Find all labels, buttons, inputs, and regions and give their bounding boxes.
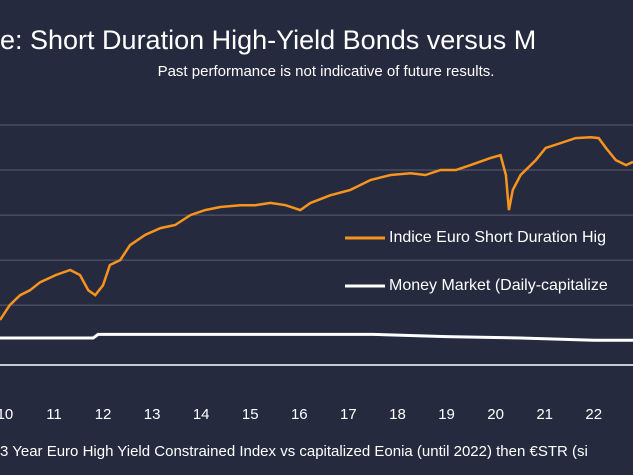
series-line (0, 332, 633, 342)
x-tick-label: 21 (536, 406, 553, 423)
legend-label: Money Market (Daily-capitalize (389, 277, 608, 294)
x-tick-label: 16 (291, 406, 308, 423)
x-tick-label: 12 (95, 406, 112, 423)
x-tick-label: 19 (438, 406, 455, 423)
x-tick-label: 17 (340, 406, 357, 423)
series-line (0, 135, 633, 321)
chart-title: e: Short Duration High-Yield Bonds versu… (0, 25, 536, 55)
x-tick-label: 11 (46, 406, 62, 423)
x-tick-label: 22 (585, 406, 602, 423)
x-tick-label: 15 (242, 406, 259, 423)
x-tick-label: 14 (193, 406, 210, 423)
x-tick-label: 10 (0, 406, 13, 423)
x-tick-label: 18 (389, 406, 406, 423)
legend-box (336, 220, 633, 256)
legend-label: Indice Euro Short Duration Hig (389, 229, 606, 246)
x-tick-label: 13 (144, 406, 161, 423)
chart-subtitle: Past performance is not indicative of fu… (158, 63, 495, 80)
footnote: 3 Year Euro High Yield Constrained Index… (0, 443, 588, 460)
x-tick-label: 20 (487, 406, 504, 423)
legend-box (336, 268, 633, 304)
